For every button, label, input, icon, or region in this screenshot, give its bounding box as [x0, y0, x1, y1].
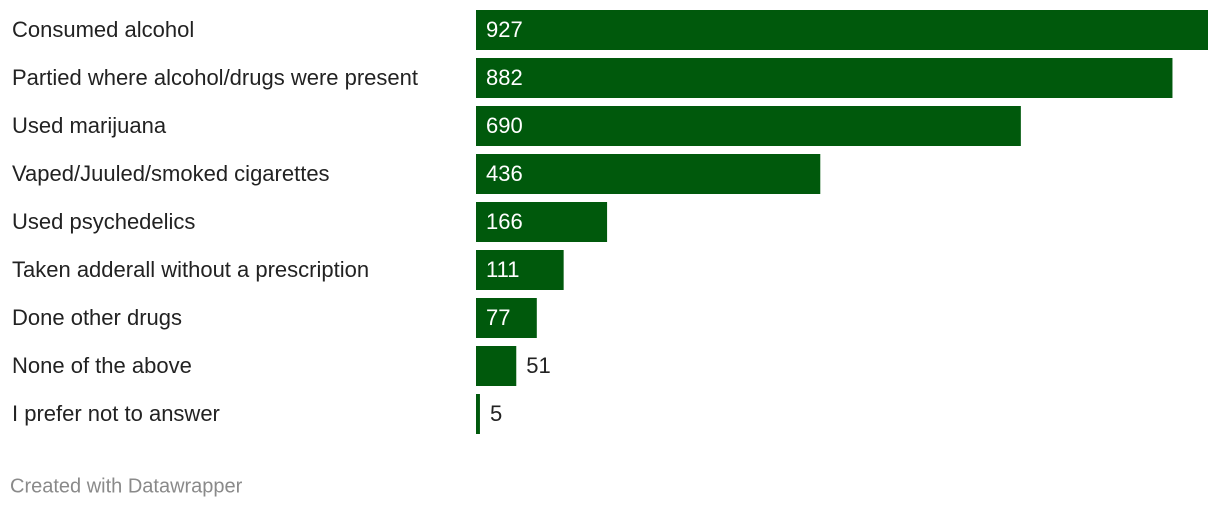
value-label: 927 — [486, 17, 523, 42]
bar — [476, 106, 1021, 146]
category-label: Partied where alcohol/drugs were present — [12, 65, 418, 90]
category-label: Done other drugs — [12, 305, 182, 330]
value-label: 882 — [486, 65, 523, 90]
value-label: 5 — [490, 401, 502, 426]
bar — [476, 10, 1208, 50]
value-label: 51 — [526, 353, 550, 378]
value-label: 166 — [486, 209, 523, 234]
category-label: I prefer not to answer — [12, 401, 220, 426]
category-label: Used marijuana — [12, 113, 167, 138]
bar — [476, 250, 564, 290]
credit: Created with Datawrapper — [10, 475, 243, 497]
category-label: Used psychedelics — [12, 209, 195, 234]
bar — [476, 298, 537, 338]
bar — [476, 394, 480, 434]
category-label: Vaped/Juuled/smoked cigarettes — [12, 161, 330, 186]
category-label: None of the above — [12, 353, 192, 378]
value-label: 77 — [486, 305, 510, 330]
bar — [476, 346, 517, 386]
bar — [476, 58, 1173, 98]
value-label: 436 — [486, 161, 523, 186]
bar — [476, 154, 821, 194]
value-label: 690 — [486, 113, 523, 138]
category-label: Taken adderall without a prescription — [12, 257, 369, 282]
category-label: Consumed alcohol — [12, 17, 194, 42]
bar — [476, 202, 608, 242]
value-label: 111 — [486, 257, 519, 282]
